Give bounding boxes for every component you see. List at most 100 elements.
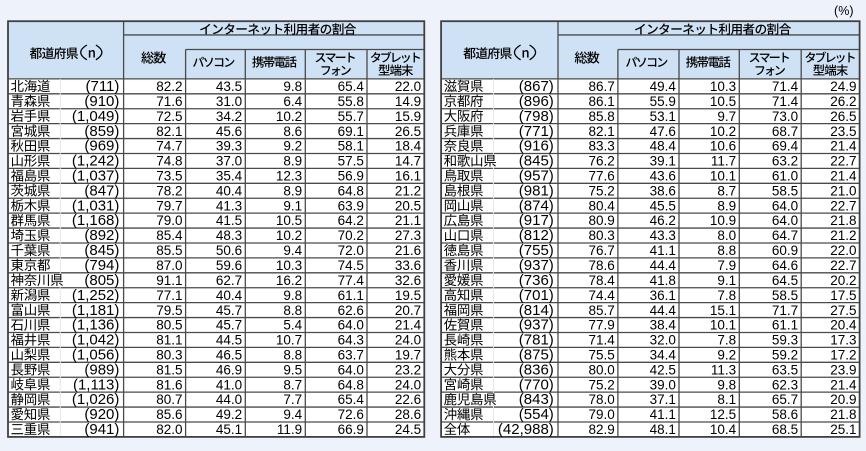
svg-text:45.7: 45.7 [216,318,242,333]
svg-text:46.2: 46.2 [650,213,676,228]
svg-text:58.1: 58.1 [338,139,364,154]
svg-text:21.2: 21.2 [830,228,856,243]
svg-text:26.5: 26.5 [395,124,421,139]
svg-text:71.4: 71.4 [589,333,616,348]
svg-text:69.4: 69.4 [772,139,799,154]
svg-text:21.6: 21.6 [395,243,421,258]
svg-text:(805): (805) [84,272,119,289]
svg-text:76.7: 76.7 [589,243,615,258]
svg-text:77.9: 77.9 [589,318,615,333]
svg-text:21.2: 21.2 [395,183,421,198]
svg-text:10.5: 10.5 [276,213,302,228]
svg-text:55.9: 55.9 [650,94,676,109]
svg-text:77.4: 77.4 [338,273,365,288]
svg-text:28.6: 28.6 [395,407,421,422]
svg-text:41.5: 41.5 [216,213,242,228]
svg-text:(836): (836) [519,361,554,378]
svg-text:32.0: 32.0 [650,333,676,348]
svg-text:37.0: 37.0 [216,154,242,169]
svg-text:10.9: 10.9 [710,213,736,228]
svg-text:81.1: 81.1 [156,333,182,348]
svg-text:82.0: 82.0 [156,422,182,437]
svg-text:64.0: 64.0 [338,318,364,333]
svg-text:75.5: 75.5 [589,348,615,363]
svg-text:(798): (798) [519,108,554,125]
svg-text:27.5: 27.5 [830,303,856,318]
svg-text:63.2: 63.2 [772,154,798,169]
svg-text:45.6: 45.6 [216,124,242,139]
svg-text:(910): (910) [84,93,119,110]
svg-text:34.2: 34.2 [216,109,242,124]
svg-text:39.0: 39.0 [650,377,676,392]
svg-text:31.0: 31.0 [216,94,242,109]
svg-text:49.4: 49.4 [650,79,677,94]
svg-text:6.4: 6.4 [283,94,302,109]
svg-text:64.5: 64.5 [772,273,798,288]
svg-text:(867): (867) [519,78,554,95]
svg-text:38.6: 38.6 [650,183,676,198]
svg-text:19.5: 19.5 [395,288,421,303]
svg-text:(1,181): (1,181) [72,302,120,319]
svg-text:24.0: 24.0 [395,377,421,392]
svg-text:72.5: 72.5 [156,109,182,124]
svg-text:80.0: 80.0 [589,362,615,377]
svg-text:(1,136): (1,136) [72,317,120,334]
svg-text:75.2: 75.2 [589,377,615,392]
svg-text:83.3: 83.3 [589,139,615,154]
svg-text:64.0: 64.0 [772,198,798,213]
svg-text:82.1: 82.1 [156,124,182,139]
svg-text:10.3: 10.3 [710,79,736,94]
svg-text:43.5: 43.5 [216,79,242,94]
svg-text:22.7: 22.7 [830,154,856,169]
svg-text:16.1: 16.1 [395,169,421,184]
svg-text:64.8: 64.8 [338,377,364,392]
svg-text:11.3: 11.3 [711,362,736,377]
svg-text:9.2: 9.2 [717,348,736,363]
svg-text:78.6: 78.6 [589,258,615,273]
svg-text:70.2: 70.2 [338,228,364,243]
svg-text:(847): (847) [84,182,119,199]
svg-text:21.4: 21.4 [830,169,857,184]
svg-text:9.2: 9.2 [283,139,302,154]
svg-text:60.9: 60.9 [772,243,798,258]
svg-text:46.5: 46.5 [216,348,242,363]
svg-text:(711): (711) [85,78,119,95]
svg-text:8.7: 8.7 [717,183,736,198]
svg-text:8.9: 8.9 [283,154,302,169]
svg-text:10.2: 10.2 [276,228,302,243]
svg-text:24.5: 24.5 [395,422,421,437]
svg-text:64.6: 64.6 [772,258,798,273]
svg-text:59.2: 59.2 [772,348,798,363]
svg-text:58.5: 58.5 [772,183,798,198]
svg-text:(920): (920) [84,406,119,423]
svg-text:63.7: 63.7 [338,348,364,363]
svg-text:24.9: 24.9 [830,79,856,94]
svg-text:46.9: 46.9 [216,362,242,377]
svg-text:(1,031): (1,031) [72,197,120,214]
svg-text:71.6: 71.6 [156,94,182,109]
svg-text:41.0: 41.0 [216,377,242,392]
svg-text:40.4: 40.4 [216,183,243,198]
svg-text:7.9: 7.9 [717,258,736,273]
svg-text:(937): (937) [519,257,554,274]
svg-text:44.4: 44.4 [650,258,677,273]
svg-text:10.2: 10.2 [710,124,736,139]
svg-text:(1,037): (1,037) [72,168,120,185]
svg-text:22.0: 22.0 [830,243,856,258]
svg-text:82.9: 82.9 [589,422,615,437]
svg-text:(1,113): (1,113) [73,376,119,393]
svg-text:21.4: 21.4 [395,318,422,333]
svg-text:80.7: 80.7 [156,392,182,407]
svg-text:(957): (957) [519,168,554,185]
svg-text:34.4: 34.4 [650,348,677,363]
svg-text:64.0: 64.0 [338,362,364,377]
svg-text:85.7: 85.7 [589,303,615,318]
svg-text:79.5: 79.5 [156,303,182,318]
svg-text:8.8: 8.8 [283,348,302,363]
svg-text:17.3: 17.3 [830,333,856,348]
svg-text:59.3: 59.3 [772,333,798,348]
svg-text:14.9: 14.9 [395,94,421,109]
svg-text:17.5: 17.5 [830,288,856,303]
svg-text:(554): (554) [519,406,554,423]
svg-text:21.4: 21.4 [830,139,857,154]
